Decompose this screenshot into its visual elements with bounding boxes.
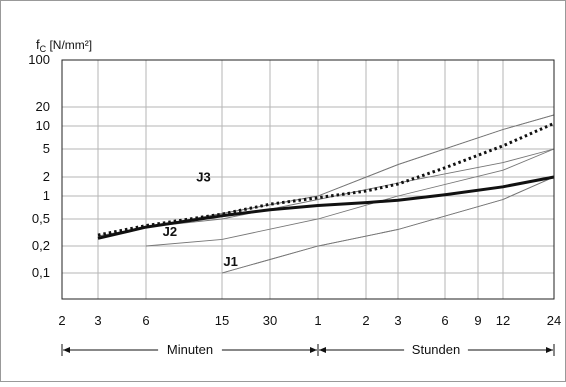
y-tick-labels: 100 20 10 5 2 1 0,5 0,2 0,1: [28, 52, 50, 280]
band-upper-line: [145, 148, 555, 228]
y-axis-label: fC [N/mm²]: [36, 37, 92, 54]
range-arrowhead: [310, 347, 317, 353]
x-tick-label: 30: [263, 313, 277, 328]
band-label: J3: [196, 169, 210, 184]
y-tick-label: 10: [36, 118, 50, 133]
data-series: [97, 122, 555, 240]
time-range-arrows: Minuten Stunden: [61, 342, 555, 357]
dotted-series-line: [97, 122, 555, 237]
time-range-label: Minuten: [167, 342, 213, 357]
y-tick-label: 2: [43, 169, 50, 184]
range-arrowhead: [319, 347, 326, 353]
solid-series-line: [97, 175, 555, 240]
band-label: J2: [163, 224, 177, 239]
band-upper-line: [221, 176, 555, 274]
x-tick-label: 1: [314, 313, 321, 328]
x-tick-label: 2: [362, 313, 369, 328]
plot-area-border: [61, 59, 555, 300]
time-range-label: Stunden: [412, 342, 460, 357]
x-tick-label: 2: [58, 313, 65, 328]
x-tick-label: 24: [547, 313, 561, 328]
band-lower-line: [145, 148, 555, 247]
y-tick-label: 0,1: [32, 265, 50, 280]
band-label: J1: [223, 254, 237, 269]
range-arrowhead: [63, 347, 70, 353]
x-tick-label: 3: [94, 313, 101, 328]
x-tick-label: 6: [142, 313, 149, 328]
x-tick-label: 9: [474, 313, 481, 328]
y-tick-label: 100: [28, 52, 50, 67]
x-tick-label: 15: [215, 313, 229, 328]
y-tick-label: 5: [43, 141, 50, 156]
x-tick-labels: 2 3 6 15 30 1 2 3 6 9 12 24: [58, 313, 561, 328]
x-tick-label: 6: [441, 313, 448, 328]
x-tick-label: 12: [496, 313, 510, 328]
grid: [62, 60, 554, 299]
band-labels: J3 J2 J1: [163, 169, 238, 268]
x-tick-label: 3: [394, 313, 401, 328]
y-tick-label: 1: [43, 188, 50, 203]
y-tick-label: 0,2: [32, 238, 50, 253]
y-tick-label: 0,5: [32, 211, 50, 226]
y-tick-label: 20: [36, 99, 50, 114]
range-arrowhead: [546, 347, 553, 353]
band-lines: [97, 114, 555, 274]
